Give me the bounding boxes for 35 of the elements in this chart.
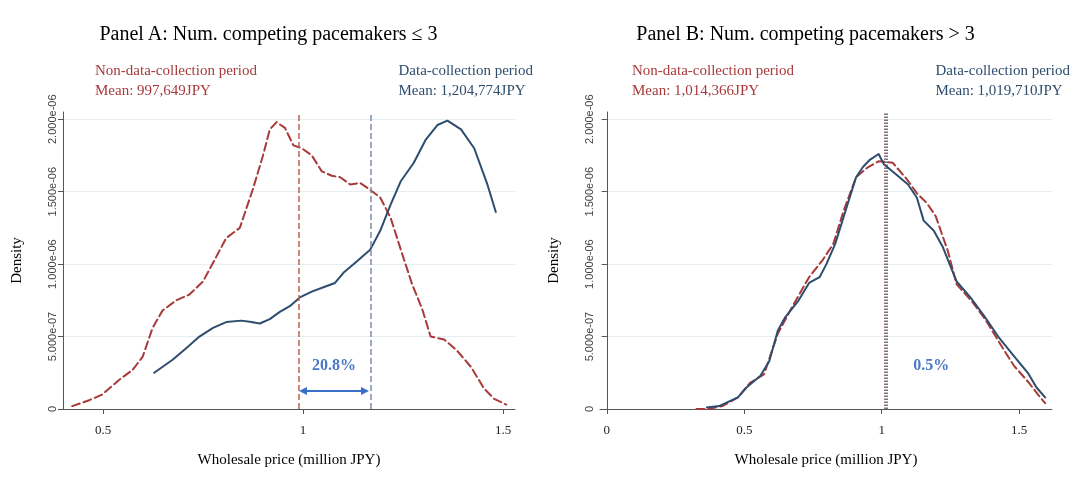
y-tick-label: 0 [45,405,58,413]
x-tick-label: 1.5 [1010,422,1028,437]
y-tick-label: 2.000e-06 [45,94,58,145]
text: Non-data-collection period [632,62,795,78]
line-series [153,119,497,374]
y-tick-label: 2.000e-06 [582,94,595,145]
x-tick-label: 1.5 [494,422,512,437]
text: Data-collection period [398,62,534,78]
x-axis-title: Wholesale price (million JPY) [734,450,918,468]
chart-title: Panel A: Num. competing pacemakers ≤ 3 [99,22,438,45]
x-tick-label: 0.5 [736,422,753,437]
annotation: 0.5% [913,355,950,373]
y-tick-label: 1.500e-06 [582,166,595,217]
line-series [71,121,508,408]
x-tick-label: 1 [878,422,885,437]
y-tick-label: 1.000e-06 [582,239,595,289]
text: Mean: 1,014,366JPY [632,82,760,98]
x-tick-label: 0 [603,422,611,437]
text: Data-collection period [935,62,1071,78]
y-tick-label: 5.000e-07 [582,311,595,362]
text: Non-data-collection period [95,62,258,78]
text: Mean: 997,649JPY [95,82,211,98]
annotation: 20.8% [312,355,356,373]
x-axis-title: Wholesale price (million JPY) [197,450,381,468]
x-tick-label: 0.5 [94,422,112,437]
y-axis-title: Density [7,236,24,284]
text: Mean: 1,204,774JPY [398,82,526,98]
y-tick-label: 5.000e-07 [45,311,58,362]
y-tick-label: 1.000e-06 [45,239,58,289]
y-tick-label: 0 [582,405,595,413]
x-tick-label: 1 [299,422,307,437]
y-tick-label: 1.500e-06 [45,166,58,217]
chart-title: Panel B: Num. competing pacemakers > 3 [636,22,975,45]
y-axis-title: Density [544,236,561,284]
text: Mean: 1,019,710JPY [935,82,1063,98]
